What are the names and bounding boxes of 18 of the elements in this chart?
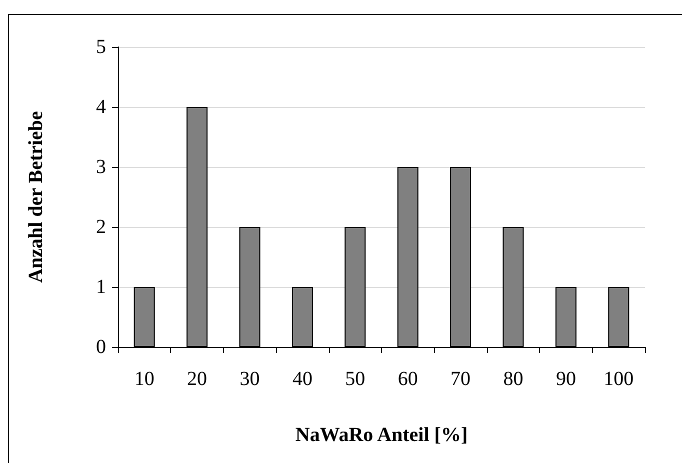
y-tick-label: 1 (96, 276, 106, 298)
x-tick-label: 40 (292, 368, 312, 390)
x-tick-label: 60 (398, 368, 418, 390)
x-tick-label: 100 (604, 368, 634, 390)
x-tick-label: 90 (556, 368, 576, 390)
x-tick-label: 70 (450, 368, 471, 390)
x-tick-label: 30 (240, 368, 260, 390)
y-tick-label: 0 (96, 336, 106, 358)
x-axis-title: NaWaRo Anteil [%] (295, 424, 468, 446)
x-tick-label: 20 (187, 368, 208, 390)
y-tick-label: 4 (96, 96, 106, 118)
y-axis-title: Anzahl der Betriebe (25, 110, 47, 283)
y-tick-label: 3 (96, 156, 106, 178)
x-tick-label: 80 (503, 368, 524, 390)
x-tick-label: 50 (345, 368, 366, 390)
x-tick-label: 10 (134, 368, 154, 390)
y-tick-label: 2 (96, 216, 106, 238)
y-tick-label: 5 (96, 36, 106, 58)
